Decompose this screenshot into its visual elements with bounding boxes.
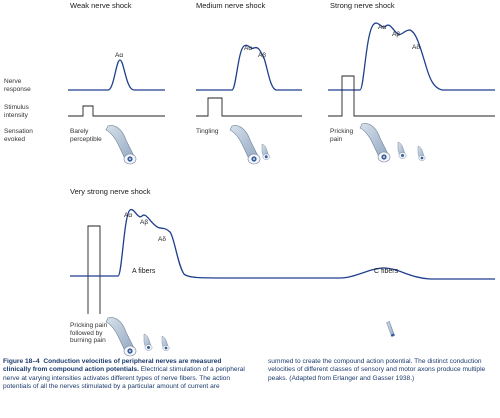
- stimulus-pulse-medium: [196, 97, 302, 117]
- panel-very-strong-traces: [70, 208, 495, 314]
- sensation-medium: Tingling: [196, 128, 219, 135]
- c-fiber-icon: [386, 321, 395, 337]
- peak-label-strong-a-delta: Aδ: [412, 44, 420, 51]
- nerve-icon-medium: [229, 125, 271, 165]
- response-trace-medium: [196, 44, 302, 91]
- panel-title-weak: Weak nerve shock: [70, 1, 132, 10]
- caption-bold-title: Conduction velocities of peripheral nerv…: [3, 358, 222, 374]
- label-a-fibers: A fibers: [132, 268, 156, 275]
- peak-label-strong-a-alpha: Aα: [378, 24, 387, 31]
- sensation-weak: Barely perceptible: [70, 128, 102, 143]
- sensation-strong: Pricking pain: [330, 128, 354, 143]
- response-trace-weak: [68, 59, 165, 91]
- row-label-sensation-evoked: Sensation evoked: [4, 128, 33, 143]
- row-label-stimulus-intensity: Stimulus intensity: [4, 104, 29, 119]
- label-c-fibers: C fibers: [374, 268, 399, 275]
- peak-label-vstrong-a-beta: Aβ: [140, 219, 149, 226]
- panel-title-strong: Strong nerve shock: [330, 1, 395, 10]
- peak-label-vstrong-a-delta: Aδ: [158, 236, 166, 243]
- stimulus-pulse-very-strong: [87, 225, 101, 314]
- panel-title-medium: Medium nerve shock: [196, 1, 266, 10]
- figure-caption-left: Figure 18–4 Conduction velocities of per…: [3, 358, 251, 392]
- sensation-very-strong: Pricking pain followed by burning pain: [70, 322, 108, 344]
- peak-label-weak-a-alpha: Aα: [115, 52, 124, 59]
- peak-label-medium-a-beta: Aβ: [258, 52, 267, 59]
- response-trace-very-strong: [70, 208, 495, 280]
- nerve-icon-weak: [105, 125, 137, 165]
- panel-medium-traces: [196, 44, 302, 117]
- figure-caption-right: summed to create the compound action pot…: [268, 358, 486, 382]
- panel-title-very-strong: Very strong nerve shock: [70, 187, 151, 196]
- response-trace-strong: [328, 22, 495, 91]
- nerve-icon-strong: [359, 123, 426, 163]
- caption-left-body: Electrical stimulation of a peripheral n…: [3, 366, 245, 391]
- stimulus-pulse-strong: [328, 75, 495, 117]
- peak-label-medium-a-alpha: Aα: [244, 45, 253, 52]
- row-label-nerve-response: Nerve response: [4, 78, 31, 93]
- peak-label-vstrong-a-alpha: Aα: [124, 212, 133, 219]
- stimulus-pulse-weak: [68, 105, 165, 117]
- nerve-icon-very-strong: [105, 317, 170, 357]
- caption-figure-number: Figure 18–4: [3, 358, 40, 365]
- figure-artwork: [68, 22, 495, 357]
- panel-strong-traces: [328, 22, 495, 117]
- peak-label-strong-a-beta: Aβ: [392, 31, 401, 38]
- panel-weak-traces: [68, 59, 165, 117]
